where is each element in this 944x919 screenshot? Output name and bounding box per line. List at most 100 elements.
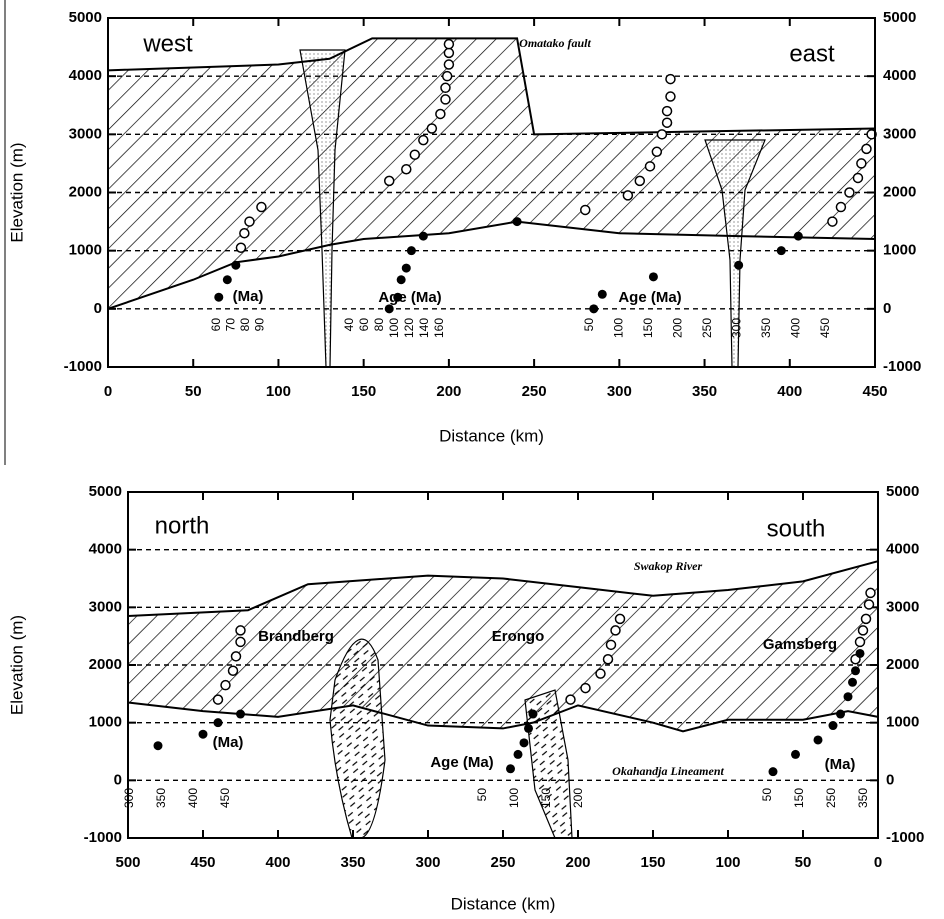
annotation: Age (Ma) xyxy=(618,289,681,306)
filled-point xyxy=(777,246,786,255)
x-tick-label: 300 xyxy=(415,854,440,871)
open-point xyxy=(441,83,450,92)
x-tick-label: 400 xyxy=(265,854,290,871)
filled-point xyxy=(529,710,538,719)
x-tick-label: 200 xyxy=(436,383,461,400)
annotation: Age (Ma) xyxy=(430,754,493,771)
y-tick-label: 2000 xyxy=(886,656,919,673)
filled-point xyxy=(199,730,208,739)
x-tick-label: 400 xyxy=(777,383,802,400)
y-tick-label: 4000 xyxy=(89,541,122,558)
open-point xyxy=(236,637,245,646)
open-point xyxy=(427,124,436,133)
y-tick-label: -1000 xyxy=(84,829,122,846)
panel: -1000-1000001000100020002000300030004000… xyxy=(7,483,924,914)
open-point xyxy=(646,162,655,171)
x-tick-label: 350 xyxy=(692,383,717,400)
age-tick-label: 300 xyxy=(730,318,744,338)
y-tick-label: 3000 xyxy=(886,598,919,615)
y-tick-label: 5000 xyxy=(69,9,102,26)
filled-point xyxy=(407,246,416,255)
open-point xyxy=(856,637,865,646)
y-tick-label: 0 xyxy=(94,300,102,317)
age-tick-label: 350 xyxy=(759,318,773,338)
age-tick-label: 60 xyxy=(209,318,223,332)
open-point xyxy=(441,95,450,104)
annotation: Gamsberg xyxy=(763,636,837,653)
filled-point xyxy=(791,750,800,759)
open-point xyxy=(616,614,625,623)
filled-point xyxy=(734,261,743,270)
filled-point xyxy=(829,721,838,730)
annotation: south xyxy=(767,515,826,542)
open-point xyxy=(566,695,575,704)
age-tick-label: 50 xyxy=(582,318,596,332)
x-tick-label: 300 xyxy=(607,383,632,400)
age-tick-label: 80 xyxy=(372,318,386,332)
open-point xyxy=(657,130,666,139)
age-tick-label: 150 xyxy=(539,788,553,808)
age-tick-label: 250 xyxy=(700,318,714,338)
age-tick-label: 450 xyxy=(218,788,232,808)
open-point xyxy=(436,109,445,118)
age-tick-label: 100 xyxy=(507,788,521,808)
age-tick-label: 140 xyxy=(417,318,431,338)
filled-point xyxy=(223,275,232,284)
filled-point xyxy=(236,710,245,719)
open-point xyxy=(236,626,245,635)
age-tick-label: 350 xyxy=(856,788,870,808)
open-point xyxy=(845,188,854,197)
y-tick-label: 3000 xyxy=(883,125,916,142)
y-tick-label: 5000 xyxy=(886,483,919,500)
annotation: (Ma) xyxy=(233,288,264,305)
filled-point xyxy=(214,718,223,727)
annotation: Omatako fault xyxy=(519,36,591,50)
age-tick-label: 150 xyxy=(641,318,655,338)
x-tick-label: 0 xyxy=(104,383,112,400)
open-point xyxy=(663,118,672,127)
open-point xyxy=(623,191,632,200)
filled-point xyxy=(814,735,823,744)
filled-point xyxy=(856,649,865,658)
x-tick-label: 200 xyxy=(565,854,590,871)
y-tick-label: 4000 xyxy=(883,67,916,84)
y-tick-label: 3000 xyxy=(89,598,122,615)
age-tick-label: 200 xyxy=(571,788,585,808)
open-point xyxy=(444,40,453,49)
open-point xyxy=(866,588,875,597)
x-tick-label: 50 xyxy=(185,383,202,400)
open-point xyxy=(419,136,428,145)
x-tick-label: 250 xyxy=(522,383,547,400)
age-tick-label: 250 xyxy=(824,788,838,808)
open-point xyxy=(257,203,266,212)
filled-point xyxy=(836,710,845,719)
filled-point xyxy=(649,272,658,281)
y-tick-label: 1000 xyxy=(89,714,122,731)
filled-point xyxy=(769,767,778,776)
y-tick-label: 0 xyxy=(886,771,894,788)
filled-point xyxy=(848,678,857,687)
filled-point xyxy=(231,261,240,270)
filled-point xyxy=(419,232,428,241)
open-point xyxy=(581,684,590,693)
open-point xyxy=(444,48,453,57)
open-point xyxy=(236,243,245,252)
filled-point xyxy=(514,750,523,759)
y-axis-title: Elevation (m) xyxy=(7,142,26,242)
filled-point xyxy=(844,692,853,701)
open-point xyxy=(611,626,620,635)
y-axis-title: Elevation (m) xyxy=(7,615,26,715)
x-tick-label: 150 xyxy=(640,854,665,871)
open-point xyxy=(596,669,605,678)
figure: -1000-1000001000100020002000300030004000… xyxy=(0,0,944,919)
y-tick-label: 2000 xyxy=(69,183,102,200)
x-axis-title: Distance (km) xyxy=(439,426,544,445)
open-point xyxy=(666,75,675,84)
y-tick-label: -1000 xyxy=(64,358,102,375)
annotation: (Ma) xyxy=(825,756,856,773)
x-axis-title: Distance (km) xyxy=(451,894,556,913)
x-tick-label: 250 xyxy=(490,854,515,871)
y-tick-label: 4000 xyxy=(886,541,919,558)
age-tick-label: 120 xyxy=(402,318,416,338)
